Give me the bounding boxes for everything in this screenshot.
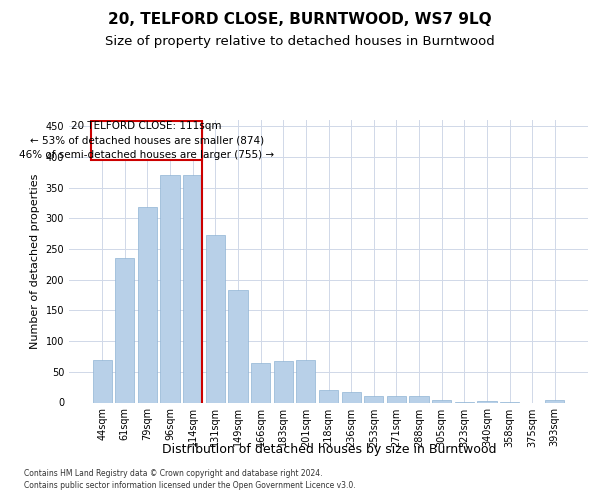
Bar — [274, 360, 293, 403]
Bar — [183, 176, 202, 402]
Bar — [206, 235, 225, 402]
Text: 20, TELFORD CLOSE, BURNTWOOD, WS7 9LQ: 20, TELFORD CLOSE, BURNTWOOD, WS7 9LQ — [108, 12, 492, 28]
Bar — [341, 392, 361, 402]
Bar — [477, 400, 497, 402]
Text: Contains HM Land Registry data © Crown copyright and database right 2024.: Contains HM Land Registry data © Crown c… — [24, 469, 323, 478]
Bar — [251, 362, 270, 403]
Text: 20 TELFORD CLOSE: 111sqm
← 53% of detached houses are smaller (874)
46% of semi-: 20 TELFORD CLOSE: 111sqm ← 53% of detach… — [19, 121, 274, 160]
Bar — [387, 396, 406, 402]
Bar — [115, 258, 134, 402]
Text: Size of property relative to detached houses in Burntwood: Size of property relative to detached ho… — [105, 35, 495, 48]
Text: Distribution of detached houses by size in Burntwood: Distribution of detached houses by size … — [161, 442, 496, 456]
Bar — [296, 360, 316, 403]
Bar — [160, 176, 180, 402]
Bar — [432, 400, 451, 402]
Bar — [545, 400, 565, 402]
Y-axis label: Number of detached properties: Number of detached properties — [30, 174, 40, 349]
Bar — [229, 290, 248, 403]
Bar — [91, 121, 202, 160]
Bar — [138, 207, 157, 402]
Bar — [92, 360, 112, 403]
Bar — [319, 390, 338, 402]
Text: Contains public sector information licensed under the Open Government Licence v3: Contains public sector information licen… — [24, 480, 356, 490]
Bar — [409, 396, 428, 402]
Bar — [364, 396, 383, 402]
